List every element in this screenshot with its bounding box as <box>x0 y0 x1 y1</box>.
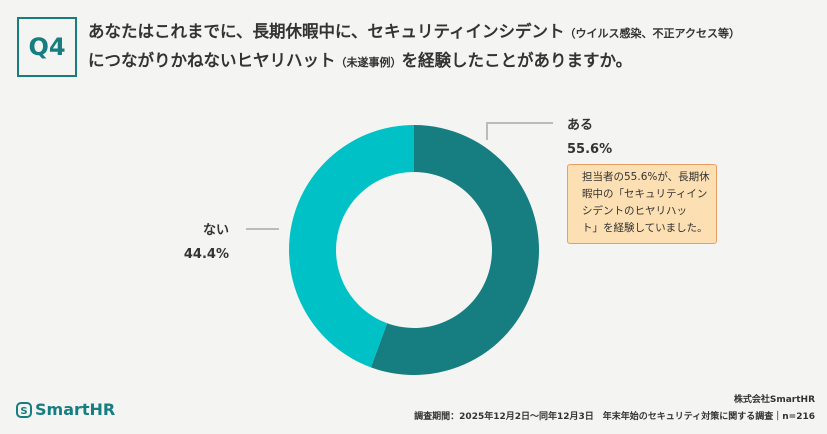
category-label: ない <box>203 223 229 238</box>
title-line: につながりかねないヒヤリハット（未遂事例）を経験したことがありますか。 <box>88 47 740 76</box>
annotation-line: シデントのヒヤリハッ <box>582 205 687 217</box>
company: 株式会社SmartHR <box>733 395 815 405</box>
title-note: （ウイルス感染、不正アクセス等） <box>564 27 740 40</box>
category-label: ある <box>567 118 593 133</box>
annotation-line: ト」を経験していました。 <box>582 222 708 234</box>
annotation-line: 担当者の55.6%が、長期休 <box>582 171 710 183</box>
value-label: 44.4% <box>184 247 229 262</box>
title-line: あなたはこれまでに、長期休暇中に、セキュリティインシデント（ウイルス感染、不正ア… <box>88 18 740 47</box>
donut-slice <box>370 125 539 375</box>
annotation: 担当者の55.6%が、長期休 暇中の「セキュリティイン シデントのヒヤリハット」を経… <box>567 164 717 244</box>
survey-info: 調査期間：2025年12月2日～同年12月3日 年末年始のセキュリティ対策に関す… <box>414 412 815 422</box>
title-text: あなたはこれまでに、長期休暇中に、セキュリティインシデント <box>88 22 565 41</box>
donut-slice <box>289 125 414 368</box>
logo-text: SmartHR <box>35 400 116 419</box>
title-note: （未遂事例） <box>335 56 402 69</box>
annotation-line: 暇中の「セキュリティイン <box>582 188 708 200</box>
svg-text:S: S <box>20 406 27 417</box>
logo-icon: S <box>16 402 32 418</box>
value-label: 55.6% <box>567 142 612 157</box>
question-badge: Q4 <box>17 17 77 77</box>
title-text: につながりかねないヒヤリハット <box>88 51 336 70</box>
leader-line <box>486 122 553 140</box>
logo: S SmartHR <box>16 400 115 419</box>
title-text: を経験したことがありますか。 <box>401 51 633 70</box>
title: あなたはこれまでに、長期休暇中に、セキュリティインシデント（ウイルス感染、不正ア… <box>88 18 740 76</box>
